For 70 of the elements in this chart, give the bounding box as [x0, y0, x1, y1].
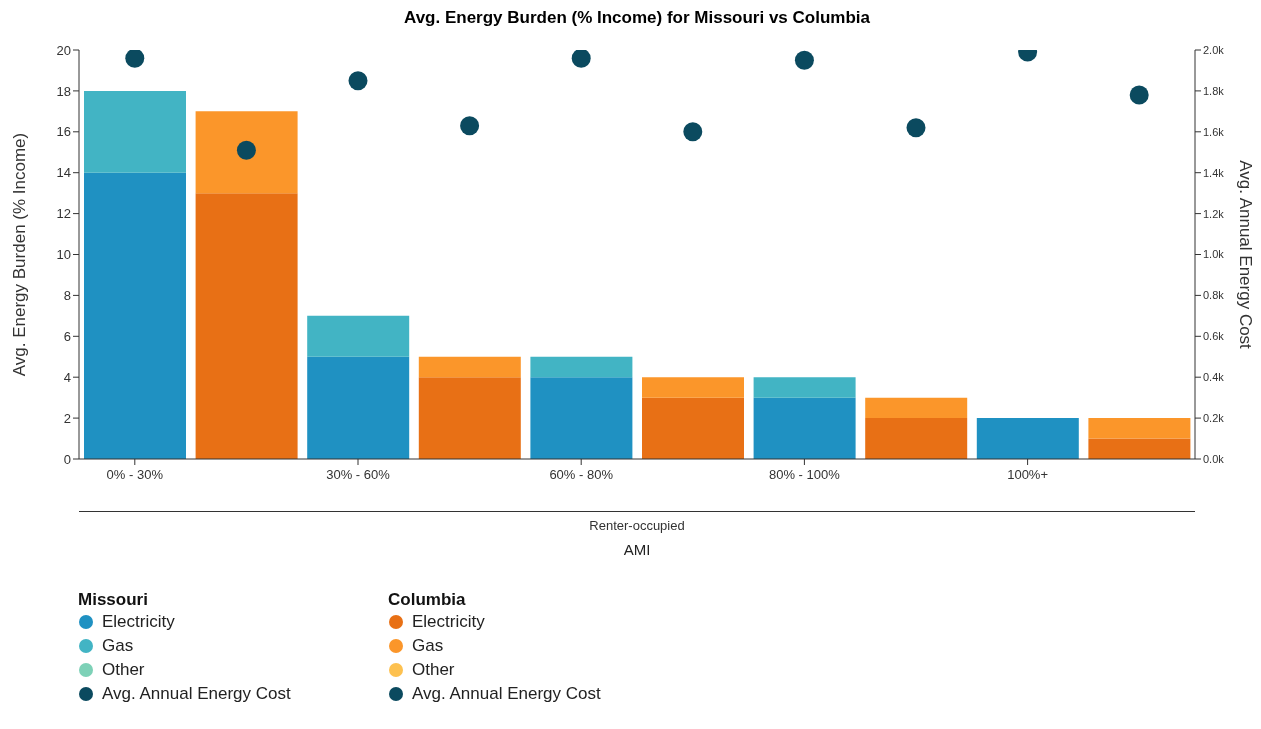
bar	[530, 356, 633, 378]
x-tick-label: 0% - 30%	[106, 467, 164, 482]
y-tick-label: 6	[63, 328, 71, 344]
legend-label: Avg. Annual Energy Cost	[102, 684, 291, 704]
x-tick-label: 100%+	[1007, 467, 1049, 482]
x-tick-label: 60% - 80%	[549, 467, 614, 482]
y2-tick-label: 1.0k	[1203, 248, 1225, 261]
bar	[195, 111, 298, 194]
y2-tick-label: 1.4k	[1203, 166, 1225, 179]
y-tick-label: 12	[56, 206, 71, 222]
legend-label: Electricity	[412, 612, 485, 632]
y2-tick-label: 0.8k	[1203, 289, 1225, 302]
y2-tick-label: 1.2k	[1203, 207, 1225, 220]
y-tick-label: 16	[56, 124, 71, 140]
point	[236, 140, 256, 160]
point	[348, 71, 368, 91]
y-tick-label: 8	[63, 288, 71, 304]
bar	[753, 397, 856, 459]
bar	[307, 315, 410, 357]
y-tick-label: 0	[63, 451, 71, 467]
point	[1129, 85, 1149, 105]
y2-axis-title: Avg. Annual Energy Cost	[1235, 160, 1255, 350]
legend-label: Gas	[412, 636, 444, 656]
bar	[418, 356, 521, 378]
point	[571, 50, 591, 68]
y2-tick-label: 0.6k	[1203, 330, 1225, 343]
legend-label: Gas	[102, 636, 134, 656]
bar	[865, 418, 968, 459]
y-axis-title: Avg. Energy Burden (% Income)	[10, 132, 30, 377]
bar	[84, 172, 186, 459]
bar	[1088, 438, 1191, 459]
y2-tick-label: 1.8k	[1203, 84, 1225, 97]
point	[460, 116, 480, 136]
point	[683, 122, 703, 142]
bar	[418, 377, 521, 459]
bar	[84, 90, 186, 173]
y-tick-label: 18	[56, 83, 71, 99]
chart-title: Avg. Energy Burden (% Income) for Missouri vs Columbia	[403, 8, 871, 29]
x-tick-label: 80% - 100%	[768, 467, 841, 482]
bar	[976, 418, 1079, 459]
y2-tick-label: 0.2k	[1203, 412, 1225, 425]
y2-tick-label: 0.0k	[1203, 452, 1225, 465]
bar	[642, 377, 744, 398]
bar	[530, 377, 633, 459]
bar	[1088, 418, 1191, 439]
x-tick-label: 30% - 60%	[326, 467, 391, 482]
point	[794, 50, 814, 70]
x-axis-title: AMI	[622, 541, 652, 558]
legend-label: Other	[412, 660, 455, 680]
y-tick-label: 2	[63, 410, 71, 426]
point	[125, 50, 145, 68]
bar	[307, 356, 410, 459]
text: Columbia	[388, 590, 467, 610]
bar	[195, 193, 298, 459]
bar	[753, 377, 856, 398]
legend-label: Avg. Annual Energy Cost	[412, 684, 601, 704]
text: Renter-occupied	[79, 511, 1195, 533]
bar	[865, 397, 968, 419]
y-tick-label: 10	[56, 247, 71, 263]
text: Missouri	[78, 590, 149, 610]
y2-tick-label: 1.6k	[1203, 125, 1225, 138]
y2-tick-label: 0.4k	[1203, 371, 1225, 384]
y-tick-label: 4	[63, 369, 71, 385]
point	[906, 118, 926, 138]
y2-tick-label: 2.0k	[1203, 43, 1225, 56]
bar	[642, 397, 744, 459]
legend-label: Other	[102, 660, 145, 680]
legend-label: Electricity	[102, 612, 175, 632]
y-tick-label: 20	[56, 42, 71, 58]
y-tick-label: 14	[56, 165, 71, 181]
